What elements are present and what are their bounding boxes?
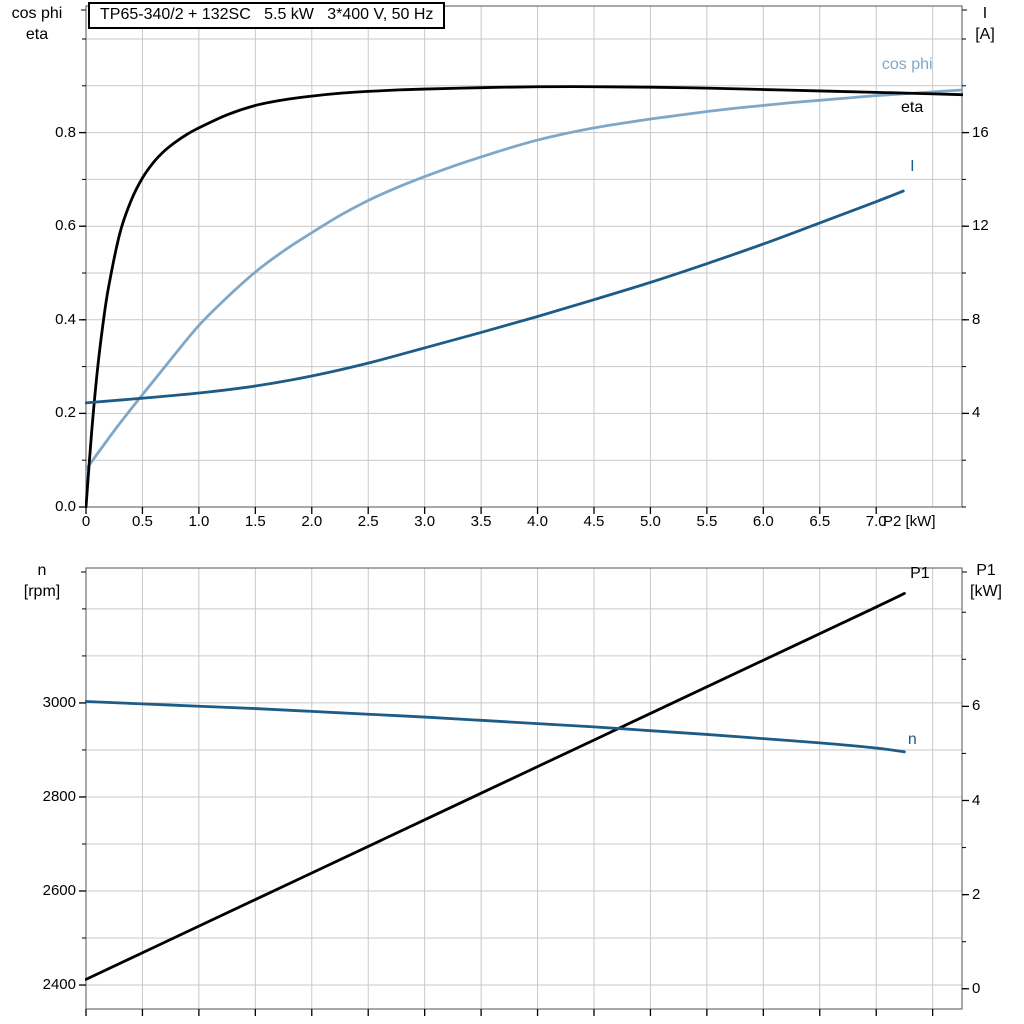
curve-eta [85,85,963,508]
tick-label-left: 0.8 [55,123,76,141]
axis-title-line-current: I [982,5,988,22]
curve-n [85,700,906,754]
tick-label-right: 4 [972,791,981,809]
tick-label-left: 0.0 [55,498,76,515]
bottom-chart-left-axis-title: n [rpm] [10,560,74,602]
tick-label-left: 0.2 [55,404,76,422]
tick-label-left: 2600 [42,881,76,899]
x-axis-label-p2: P2 [kW] [883,513,936,530]
axis-title-line-eta: eta [25,26,49,43]
top-chart-left-axis-title: cos phi eta [4,3,70,45]
curve-cos-phi [85,88,963,471]
tick-label-x: 2.0 [301,513,323,530]
tick-label-left: 3000 [42,693,76,711]
tick-label-x: 1.0 [188,513,210,530]
tick-label-x: 4.5 [583,513,605,530]
curves-group [85,592,906,981]
curve-i [85,189,905,405]
axis-title-line-kw-unit: [kW] [970,583,1002,600]
axis-title-line-amps-unit: [A] [975,26,995,43]
tick-label-x: 1.5 [244,513,266,530]
tick-label-x: 6.0 [752,513,774,530]
axis-title-line-p1: P1 [976,562,996,579]
tick-label-left: 0.4 [55,310,76,328]
tick-label-left: 2400 [42,976,76,994]
curve-label-eta: eta [901,99,924,117]
axis-title-line-speed: n [37,562,47,579]
tick-label-right: 8 [972,310,981,328]
plot-border [85,5,963,508]
top-chart-right-axis-title: I [A] [961,3,1009,45]
tick-label-right: 12 [972,217,989,235]
tick-label-x: 7.0 [865,513,887,530]
tick-label-x: 0.5 [132,513,153,530]
tick-label-x: 0 [81,513,91,530]
tick-label-x: 4.0 [527,513,548,530]
chart-title-box: TP65-340/2 + 132SC 5.5 kW 3*400 V, 50 Hz [88,2,446,29]
tick-label-x: 6.5 [809,513,831,530]
tick-label-right: 0 [972,979,981,997]
tick-label-right: 2 [972,885,981,903]
curve-label-p1: P1 [910,564,930,582]
tick-label-x: 2.5 [357,513,379,530]
bottom-chart-right-axis-title: P1 [kW] [957,560,1015,602]
tick-label-right: 6 [972,697,981,715]
axis-title-line-rpm-unit: [rpm] [23,583,61,600]
tick-label-left: 2800 [42,787,76,805]
tick-label-left: 0.6 [55,217,76,235]
plot-border [85,567,963,1010]
curve-p1 [85,592,906,981]
curve-label-i: I [910,157,915,175]
tick-label-x: 5.5 [696,513,718,530]
tick-label-x: 5.0 [639,513,661,530]
curves-group [85,85,963,508]
tick-label-x: 3.5 [470,513,492,530]
curve-label-cos-phi: cos phi [881,55,933,73]
tick-label-x: 3.0 [414,513,436,530]
curve-label-n: n [907,730,917,748]
axis-title-line-cos-phi: cos phi [11,5,63,22]
tick-label-right: 4 [972,404,981,422]
tick-label-right: 16 [972,123,989,141]
